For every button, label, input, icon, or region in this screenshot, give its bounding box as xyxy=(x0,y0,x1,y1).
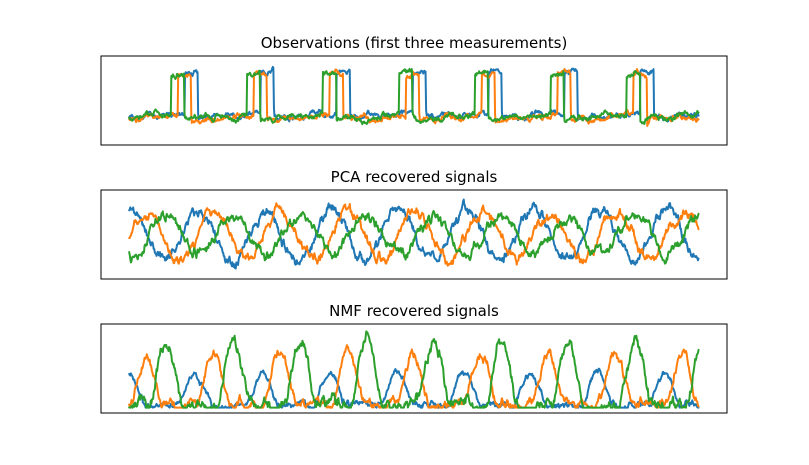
pca-series-group xyxy=(128,198,700,270)
nmf-axes-frame xyxy=(100,323,728,414)
pca-title: PCA recovered signals xyxy=(331,168,498,186)
panel-1-series-2-line xyxy=(128,209,700,265)
pca-panel: PCA recovered signals xyxy=(100,168,728,280)
panel-2-series-1-line xyxy=(128,344,700,409)
pca-axes-frame xyxy=(100,189,728,280)
nmf-title: NMF recovered signals xyxy=(329,302,499,320)
panel-0-series-1-line xyxy=(128,68,700,127)
observations-series-group xyxy=(128,65,700,127)
panel-1-series-0-line xyxy=(128,198,700,270)
observations-panel: Observations (first three measurements) xyxy=(100,34,728,146)
nmf-series-group xyxy=(128,330,700,409)
panel-2-series-2-line xyxy=(128,330,700,409)
observations-axes-frame xyxy=(100,55,728,146)
panel-1-series-1-line xyxy=(128,202,700,267)
panel-0-series-2-line xyxy=(128,67,700,126)
nmf-panel: NMF recovered signals xyxy=(100,302,728,414)
observations-title: Observations (first three measurements) xyxy=(261,34,568,52)
